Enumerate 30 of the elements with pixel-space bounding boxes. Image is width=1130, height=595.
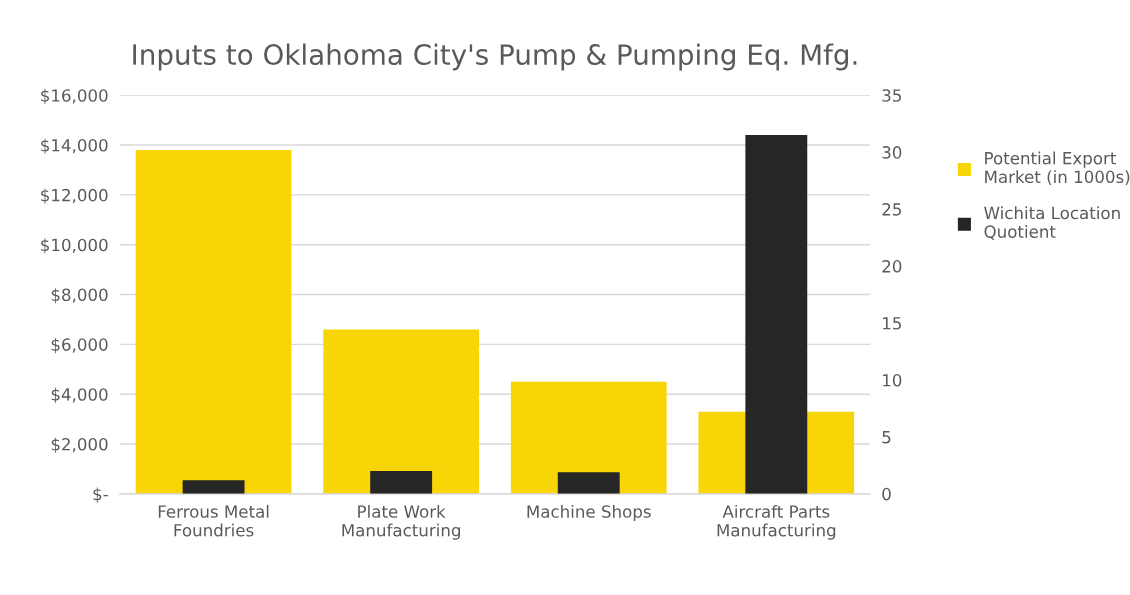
x-tick-label: Ferrous Metal Foundries	[158, 504, 269, 537]
y2-tick-label: 10	[883, 373, 902, 387]
x-tick-label: Machine Shops	[527, 504, 651, 522]
y2-tick-label: 35	[882, 89, 901, 102]
y2-tick-label: 15	[883, 317, 901, 330]
y2-tick-label: 25	[882, 203, 901, 216]
y-tick-label: $-	[93, 487, 108, 503]
y-tick-label: $14,000	[41, 138, 108, 154]
y-tick-label: $16,000	[41, 88, 108, 104]
y-tick-label: $12,000	[41, 188, 108, 204]
x-tick-label: Plate Work Manufacturing	[342, 504, 460, 540]
y-tick-label: $8,000	[51, 288, 108, 304]
bar	[182, 480, 245, 494]
y-tick-label: $4,000	[51, 387, 108, 403]
y-tick-label: $2,000	[51, 437, 108, 453]
bar	[510, 381, 667, 494]
y2-tick-label: 5	[882, 431, 891, 444]
legend-label: Wichita Location Quotient	[984, 206, 1120, 240]
bar	[323, 329, 479, 494]
y2-tick-label: 0	[882, 487, 891, 501]
y2-tick-label: 30	[882, 146, 902, 159]
bar	[135, 150, 292, 494]
chart-title: Inputs to Oklahoma City's Pump & Pumping Eq. Mfg.	[133, 43, 857, 71]
y-tick-label: $6,000	[51, 338, 108, 354]
bar	[557, 472, 620, 494]
bar	[370, 471, 433, 494]
legend-label: Potential Export Market (in 1000s)	[985, 151, 1130, 186]
y-tick-label: $10,000	[41, 238, 108, 254]
y2-tick-label: 20	[882, 260, 902, 273]
x-tick-label: Aircraft Parts Manufacturing	[717, 504, 836, 540]
